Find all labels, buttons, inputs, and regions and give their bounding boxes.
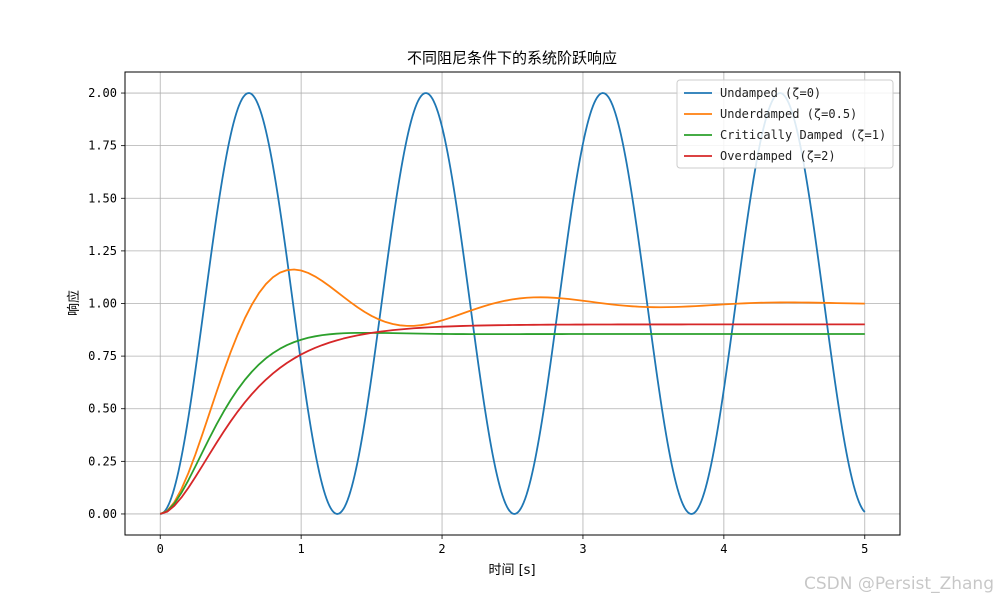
x-axis-label: 时间 [s] [488,563,535,578]
y-tick-label: 1.25 [88,244,117,258]
legend-label: Undamped (ζ=0) [720,86,821,100]
y-tick-label: 1.00 [88,297,117,311]
grid [125,72,900,535]
x-tick-label: 5 [861,542,868,556]
legend-label: Overdamped (ζ=2) [720,149,836,163]
y-tick-label: 0.75 [88,349,117,363]
y-axis-ticks: 0.00 0.25 0.50 0.75 1.00 1.25 1.50 1.75 2.00 [88,86,125,521]
y-tick-label: 0.00 [88,507,117,521]
y-tick-label: 1.50 [88,191,117,205]
y-axis-label: 响应 [66,290,82,316]
y-tick-label: 0.50 [88,402,117,416]
x-tick-label: 3 [579,542,586,556]
legend-label: Underdamped (ζ=0.5) [720,107,857,121]
y-tick-label: 0.25 [88,454,117,468]
series-line-1 [160,92,866,515]
x-tick-label: 2 [438,542,445,556]
series-layer [159,92,866,515]
series-line-2 [159,268,865,515]
x-tick-label: 0 [157,542,164,556]
y-tick-label: 1.75 [88,139,117,153]
legend-box [676,79,894,169]
watermark: CSDN @Persist_Zhang [804,574,994,594]
x-tick-label: 4 [720,542,727,556]
legend-label: Critically Damped (ζ=1) [720,128,886,142]
series-line-3 [159,331,865,515]
chart-title: 不同阻尼条件下的系统阶跃响应 [407,49,617,67]
legend: Undamped (ζ=0) Underdamped (ζ=0.5) Critica… [676,79,894,169]
x-tick-label: 1 [298,542,305,556]
x-axis-ticks: 0 1 2 3 4 5 [157,535,868,556]
series-line-4 [159,323,865,515]
y-tick-label: 2.00 [88,86,117,100]
